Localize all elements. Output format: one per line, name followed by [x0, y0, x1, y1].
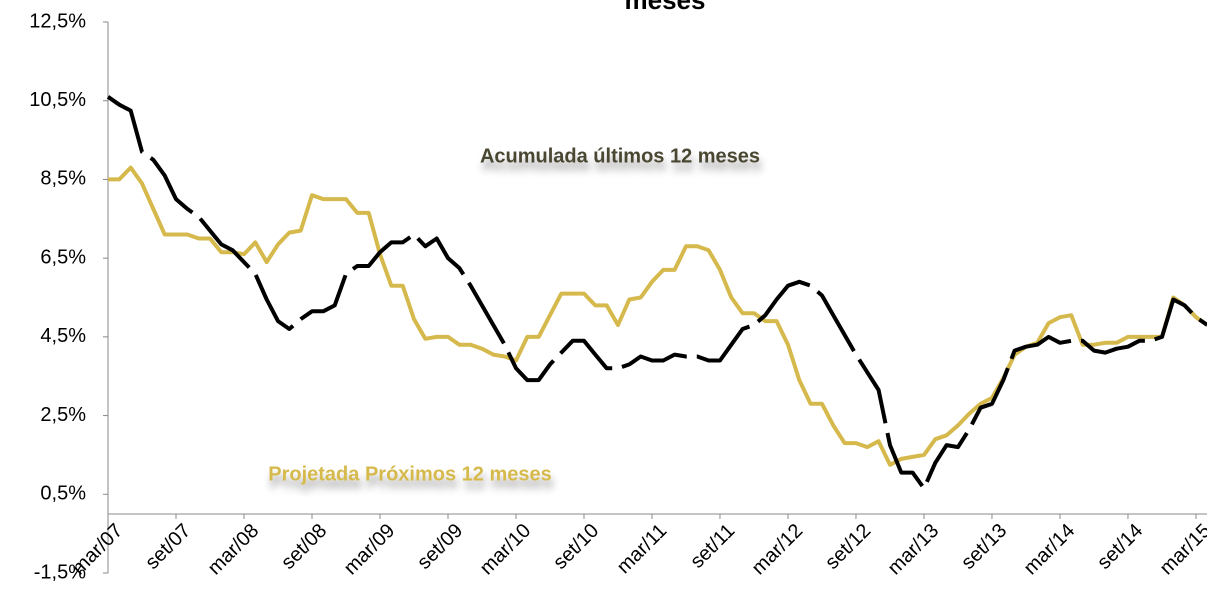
y-tick-label: 12,5% [29, 10, 86, 32]
series-line [108, 165, 1207, 467]
y-tick-label: 2,5% [40, 404, 86, 426]
x-tick-label: set/11 [686, 520, 739, 573]
x-tick-label: set/07 [141, 520, 195, 574]
y-tick-label: 8,5% [40, 168, 86, 190]
x-tick-label: mar/08 [204, 520, 264, 580]
y-tick-label: 0,5% [40, 483, 86, 505]
chart-title: meses [625, 0, 706, 15]
x-tick-label: mar/10 [476, 520, 536, 580]
x-tick-label: set/10 [549, 520, 603, 574]
annotation: Projetada Próximos 12 meses [268, 463, 551, 485]
x-tick-label: set/08 [277, 520, 331, 574]
x-tick-label: set/09 [413, 520, 467, 574]
x-tick-label: set/14 [1093, 520, 1147, 574]
x-tick-label: mar/15 [1156, 520, 1207, 580]
x-tick-label: mar/13 [884, 520, 944, 580]
annotation: Acumulada últimos 12 meses [480, 145, 760, 167]
series-line [106, 95, 1207, 491]
y-tick-label: 6,5% [40, 246, 86, 268]
x-tick-label: set/12 [821, 520, 875, 574]
y-tick-label: 10,5% [29, 89, 86, 111]
y-tick-label: 4,5% [40, 325, 86, 347]
x-tick-label: mar/11 [613, 520, 672, 579]
x-tick-label: set/13 [957, 520, 1011, 574]
y-tick-label: -1,5% [34, 561, 86, 583]
x-tick-label: mar/14 [1020, 520, 1080, 580]
x-tick-label: mar/09 [340, 520, 400, 580]
x-tick-label: mar/07 [68, 520, 128, 580]
x-tick-label: mar/12 [748, 520, 808, 580]
